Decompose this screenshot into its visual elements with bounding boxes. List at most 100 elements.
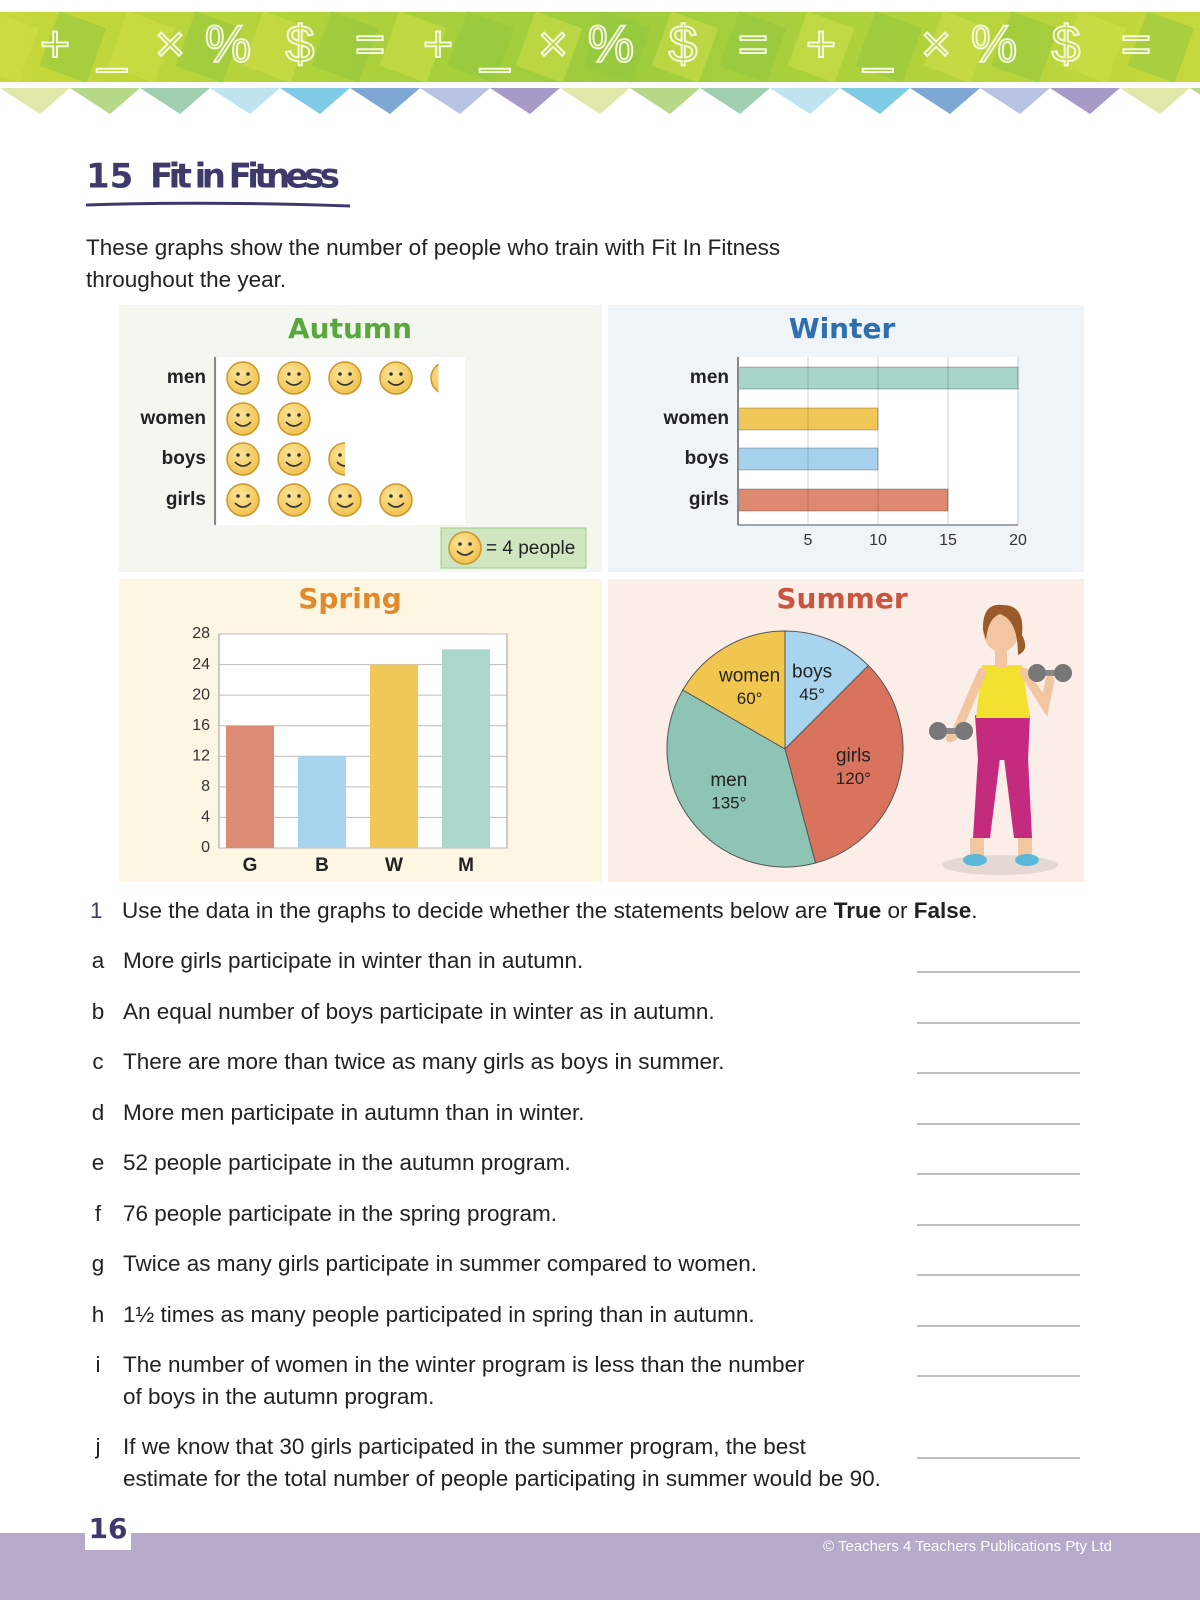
pie-slice	[666, 689, 817, 868]
mouth	[456, 550, 474, 556]
item-text: More girls participate in winter than in…	[123, 948, 583, 973]
question-items: a More girls participate in winter than i…	[92, 948, 1080, 1491]
chart-title: Summer	[776, 582, 907, 615]
category-label: women	[140, 408, 206, 429]
banner-triangle	[490, 88, 560, 114]
face	[328, 483, 362, 517]
category-label: boys	[162, 448, 206, 469]
item-letter: a	[92, 948, 105, 973]
banner-triangle	[280, 88, 350, 114]
page-number: 16	[89, 1512, 128, 1545]
y-tick-label: 8	[201, 778, 210, 795]
fitness-illustration	[929, 604, 1072, 875]
banner-tile	[0, 11, 39, 83]
banner-symbol: =	[1121, 16, 1151, 74]
eye	[348, 494, 352, 498]
smiley-icon	[448, 531, 482, 565]
eye	[236, 413, 240, 417]
lesson-number: 15	[86, 157, 133, 197]
item-letter: b	[92, 999, 105, 1024]
slice-label: women	[718, 666, 780, 687]
mouth	[234, 461, 252, 467]
eye	[389, 372, 393, 376]
bar	[370, 664, 418, 848]
item-text: 76 people participate in the spring prog…	[123, 1201, 557, 1226]
face	[226, 402, 260, 436]
banner-symbol: +	[40, 16, 70, 74]
item-text: The number of women in the winter progra…	[123, 1352, 805, 1377]
banner-symbol: %	[205, 16, 251, 74]
banner-decor: + _ ×% $ = + _ ×% $ = + _ ×% $ =	[0, 11, 1200, 114]
face	[226, 442, 260, 476]
banner-tile	[923, 11, 991, 83]
banner-triangle	[1050, 88, 1120, 114]
eye	[297, 413, 301, 417]
smiley-icon	[277, 361, 311, 395]
x-tick-label: 10	[869, 532, 887, 549]
banner-tile	[447, 11, 515, 83]
mouth	[234, 380, 252, 386]
eye	[458, 542, 462, 546]
eye	[236, 494, 240, 498]
banner-tile	[379, 11, 447, 83]
banner-triangle	[980, 88, 1050, 114]
eye	[287, 494, 291, 498]
item-text: More men participate in autumn than in w…	[123, 1100, 585, 1125]
eye	[389, 494, 393, 498]
eye	[338, 453, 342, 457]
smiley-icon	[226, 483, 260, 517]
item-letter: c	[92, 1049, 103, 1074]
x-tick-label: 20	[1009, 532, 1027, 549]
chart-title: Winter	[789, 312, 896, 345]
banner-symbol: ×	[538, 16, 568, 74]
banner-triangle	[700, 88, 770, 114]
prompt-true: True	[834, 898, 882, 923]
face	[448, 531, 482, 565]
banner-symbol: ×	[921, 16, 951, 74]
face	[328, 361, 362, 395]
banner-symbol: _	[480, 16, 511, 74]
y-tick-label: 16	[192, 717, 210, 734]
item-letter: f	[95, 1201, 102, 1226]
intro-line: throughout the year.	[86, 267, 286, 292]
smiley-icon	[430, 363, 439, 393]
smiley-icon	[226, 361, 260, 395]
face	[328, 442, 345, 476]
x-tick-label: G	[243, 855, 258, 876]
eye	[297, 372, 301, 376]
eye	[287, 453, 291, 457]
banner-symbol: $	[286, 16, 315, 74]
item-letter: d	[92, 1100, 105, 1125]
item-text: of boys in the autumn program.	[123, 1384, 434, 1409]
slice-label: girls	[836, 745, 871, 766]
eye	[287, 372, 291, 376]
pie-slice	[682, 630, 786, 750]
prompt-false: False	[914, 898, 972, 923]
banner-symbol: %	[971, 16, 1017, 74]
item-text: Twice as many girls participate in summe…	[123, 1251, 757, 1276]
y-tick-label: 20	[192, 686, 210, 703]
eye	[338, 494, 342, 498]
mouth	[285, 380, 303, 386]
item-text: 1½ times as many people participated in …	[123, 1302, 755, 1327]
eye	[236, 372, 240, 376]
banner-triangle	[1190, 88, 1200, 95]
banner-symbol: ×	[155, 16, 185, 74]
smiley-icon	[277, 402, 311, 436]
banner-symbol: _	[863, 16, 894, 74]
y-tick-label: 12	[192, 748, 210, 765]
banner-tile	[1127, 11, 1195, 83]
smiley-icon	[379, 361, 413, 395]
x-tick-label: M	[458, 855, 474, 876]
mouth	[285, 461, 303, 467]
bar	[298, 756, 346, 848]
category-label: girls	[166, 489, 206, 510]
charts: Autumn men women boys girls = 4 people Winter m…	[140, 312, 1027, 876]
pie-slice	[784, 630, 870, 751]
smiley-icon	[226, 442, 260, 476]
mouth	[285, 421, 303, 427]
banner-symbol: +	[806, 16, 836, 74]
copyright: © Teachers 4 Teachers Publications Pty L…	[823, 1538, 1112, 1555]
banner-triangle	[1120, 88, 1190, 114]
y-tick-label: 28	[192, 625, 210, 642]
